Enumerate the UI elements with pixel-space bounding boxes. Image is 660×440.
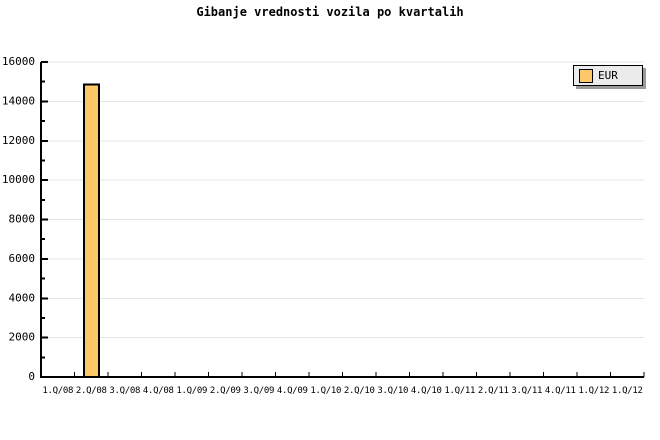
y-tick-label: 16000 [2, 55, 35, 68]
y-tick-label: 10000 [2, 173, 35, 186]
x-tick-label: 1.Q/12 [578, 386, 609, 396]
x-tick-label: 4.Q/08 [143, 386, 174, 396]
x-tick-label: 2.Q/09 [210, 386, 241, 396]
y-tick-label: 8000 [9, 213, 36, 226]
x-tick-label: 3.Q/09 [243, 386, 274, 396]
x-tick-label: 4.Q/09 [277, 386, 308, 396]
legend-swatch-eur [579, 68, 593, 83]
x-tick-label: 3.Q/08 [109, 386, 140, 396]
y-tick-label: 2000 [9, 331, 36, 344]
x-tick-label: 1.Q/12 [612, 386, 643, 396]
x-tick-label: 2.Q/11 [478, 386, 509, 396]
y-tick-label: 6000 [9, 252, 36, 265]
x-tick-label: 4.Q/10 [411, 386, 442, 396]
x-tick-label: 3.Q/10 [377, 386, 408, 396]
legend: EUR [573, 65, 643, 86]
x-tick-label: 2.Q/10 [344, 386, 375, 396]
x-tick-label: 2.Q/08 [76, 386, 107, 396]
y-tick-label: 14000 [2, 94, 35, 107]
y-tick-label: 0 [28, 370, 35, 383]
y-tick-label: 12000 [2, 134, 35, 147]
x-tick-label: 1.Q/10 [310, 386, 341, 396]
x-tick-label: 1.Q/09 [176, 386, 207, 396]
chart-title: Gibanje vrednosti vozila po kvartalih [196, 5, 464, 19]
y-tick-label: 4000 [9, 291, 36, 304]
x-tick-label: 3.Q/11 [511, 386, 542, 396]
x-tick-label: 1.Q/08 [42, 386, 73, 396]
value-bar [82, 83, 100, 378]
x-tick-label: 1.Q/11 [444, 386, 475, 396]
legend-label: EUR [598, 69, 618, 82]
x-tick-label: 4.Q/11 [545, 386, 576, 396]
